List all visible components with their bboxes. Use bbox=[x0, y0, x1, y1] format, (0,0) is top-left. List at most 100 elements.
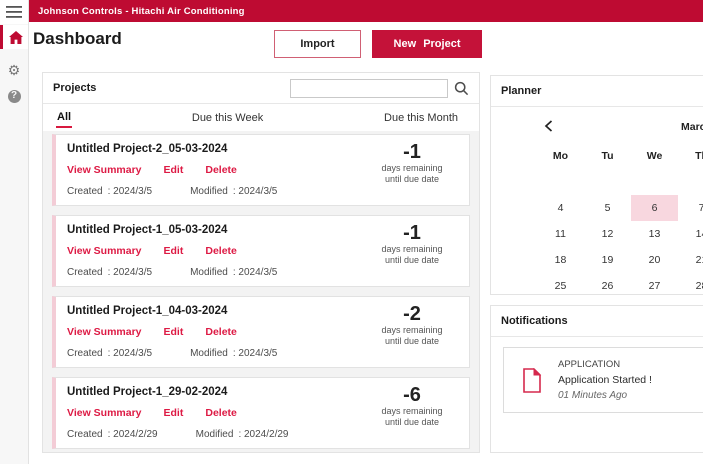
days-remaining-caption: days remaining until due date bbox=[381, 325, 443, 347]
created-label: Created bbox=[67, 348, 103, 359]
calendar-grid: 4 5 6 7 11 12 13 14 18 19 20 21 25 26 27… bbox=[537, 169, 703, 299]
tab-all[interactable]: All bbox=[56, 107, 73, 128]
edit-link[interactable]: Edit bbox=[163, 164, 184, 176]
modified-label: Modified bbox=[195, 429, 234, 440]
new-project-button[interactable]: New Project bbox=[372, 30, 482, 58]
delete-link[interactable]: Delete bbox=[205, 245, 237, 257]
notifications-panel: Notifications APPLICATION Application St… bbox=[490, 305, 703, 453]
tab-due-this-month[interactable]: Due this Month bbox=[384, 111, 458, 124]
modified-date: : 2024/3/5 bbox=[232, 267, 278, 278]
project-card: Untitled Project-1_05-03-2024 View Summa… bbox=[52, 215, 470, 287]
project-meta: Created : 2024/3/5 Modified : 2024/3/5 bbox=[67, 267, 315, 278]
import-button[interactable]: Import bbox=[274, 30, 361, 58]
view-summary-link[interactable]: View Summary bbox=[67, 164, 142, 176]
project-card-list: Untitled Project-2_05-03-2024 View Summa… bbox=[43, 131, 479, 452]
sidebar: ⚙ ? bbox=[0, 0, 29, 464]
edit-link[interactable]: Edit bbox=[163, 326, 184, 338]
project-title: Untitled Project-2_05-03-2024 bbox=[67, 143, 228, 155]
document-icon bbox=[522, 367, 542, 393]
projects-panel: Projects All Due this Week Due this Mont… bbox=[42, 72, 480, 453]
project-title: Untitled Project-1_05-03-2024 bbox=[67, 224, 228, 236]
day-header: Th bbox=[695, 150, 703, 162]
hamburger-icon bbox=[6, 6, 22, 18]
modified-label: Modified bbox=[190, 186, 228, 197]
project-meta: Created : 2024/3/5 Modified : 2024/3/5 bbox=[67, 348, 315, 359]
view-summary-link[interactable]: View Summary bbox=[67, 407, 142, 419]
chevron-left-icon bbox=[544, 120, 553, 132]
modified-label: Modified bbox=[190, 348, 228, 359]
view-summary-link[interactable]: View Summary bbox=[67, 245, 142, 257]
edit-link[interactable]: Edit bbox=[163, 245, 184, 257]
calendar-day[interactable]: 27 bbox=[648, 280, 661, 292]
edit-link[interactable]: Edit bbox=[163, 407, 184, 419]
project-card: Untitled Project-1_29-02-2024 View Summa… bbox=[52, 377, 470, 449]
search-button[interactable] bbox=[454, 81, 469, 96]
modified-date: : 2024/3/5 bbox=[232, 186, 278, 197]
calendar-day[interactable]: 25 bbox=[554, 280, 567, 292]
delete-link[interactable]: Delete bbox=[205, 407, 237, 419]
sidebar-item-settings[interactable]: ⚙ bbox=[0, 58, 28, 82]
calendar-day[interactable]: 5 bbox=[604, 202, 611, 214]
days-remaining-value: -1 bbox=[403, 222, 421, 244]
project-meta: Created : 2024/2/29 Modified : 2024/2/29 bbox=[67, 429, 326, 440]
days-remaining: -1 days remaining until due date bbox=[363, 141, 461, 186]
project-actions: View Summary Edit Delete bbox=[67, 164, 237, 176]
calendar-day[interactable]: 20 bbox=[648, 254, 661, 266]
days-remaining: -1 days remaining until due date bbox=[363, 222, 461, 267]
home-icon bbox=[8, 30, 23, 44]
delete-link[interactable]: Delete bbox=[205, 326, 237, 338]
planner-title: Planner bbox=[501, 85, 542, 97]
notification-item[interactable]: APPLICATION Application Started ! 01 Min… bbox=[503, 347, 703, 413]
days-remaining: -6 days remaining until due date bbox=[363, 384, 461, 429]
days-remaining-caption: days remaining until due date bbox=[381, 163, 443, 185]
created-date: : 2024/3/5 bbox=[107, 186, 153, 197]
created-date: : 2024/3/5 bbox=[107, 348, 153, 359]
days-remaining-caption: days remaining until due date bbox=[381, 244, 443, 266]
sidebar-item-home[interactable] bbox=[0, 25, 28, 49]
project-title: Untitled Project-1_04-03-2024 bbox=[67, 305, 228, 317]
days-remaining: -2 days remaining until due date bbox=[363, 303, 461, 348]
calendar-day[interactable]: 18 bbox=[554, 254, 567, 266]
days-remaining-value: -2 bbox=[403, 303, 421, 325]
calendar-day[interactable]: 12 bbox=[601, 228, 614, 240]
days-remaining-value: -1 bbox=[403, 141, 421, 163]
projects-tabs: All Due this Week Due this Month bbox=[43, 104, 479, 130]
tab-due-this-week[interactable]: Due this Week bbox=[191, 111, 264, 124]
help-icon: ? bbox=[7, 89, 21, 103]
view-summary-link[interactable]: View Summary bbox=[67, 326, 142, 338]
calendar-cell bbox=[584, 169, 631, 195]
calendar-day[interactable]: 13 bbox=[648, 228, 661, 240]
menu-toggle-button[interactable] bbox=[0, 0, 28, 24]
created-label: Created bbox=[67, 186, 103, 197]
notification-message: Application Started ! bbox=[558, 374, 652, 386]
created-label: Created bbox=[67, 267, 103, 278]
delete-link[interactable]: Delete bbox=[205, 164, 237, 176]
notifications-panel-header: Notifications bbox=[491, 306, 703, 337]
calendar-cell bbox=[631, 169, 678, 195]
previous-month-button[interactable] bbox=[544, 120, 554, 132]
notification-category: APPLICATION bbox=[558, 359, 621, 370]
day-header: We bbox=[646, 150, 663, 162]
projects-panel-header: Projects bbox=[43, 73, 479, 104]
days-remaining-caption: days remaining until due date bbox=[381, 406, 443, 428]
projects-title: Projects bbox=[53, 82, 97, 94]
calendar-day[interactable]: 26 bbox=[601, 280, 614, 292]
days-remaining-value: -6 bbox=[403, 384, 421, 406]
calendar-day[interactable]: 21 bbox=[695, 254, 703, 266]
planner-panel-header: Planner bbox=[491, 76, 703, 107]
calendar-day[interactable]: 4 bbox=[557, 202, 564, 214]
calendar-day[interactable]: 19 bbox=[601, 254, 614, 266]
project-card: Untitled Project-2_05-03-2024 View Summa… bbox=[52, 134, 470, 206]
day-header: Mo bbox=[552, 150, 569, 162]
project-search-input[interactable] bbox=[290, 78, 448, 98]
calendar-day[interactable]: 14 bbox=[695, 228, 703, 240]
modified-date: : 2024/2/29 bbox=[238, 429, 289, 440]
calendar-day[interactable]: 7 bbox=[698, 202, 703, 214]
calendar-day-selected[interactable]: 6 bbox=[631, 195, 678, 221]
sidebar-item-help[interactable]: ? bbox=[0, 84, 28, 108]
calendar-day[interactable]: 11 bbox=[555, 228, 566, 240]
calendar-day[interactable]: 28 bbox=[695, 280, 703, 292]
modified-label: Modified bbox=[190, 267, 228, 278]
calendar-nav: March bbox=[491, 113, 703, 143]
